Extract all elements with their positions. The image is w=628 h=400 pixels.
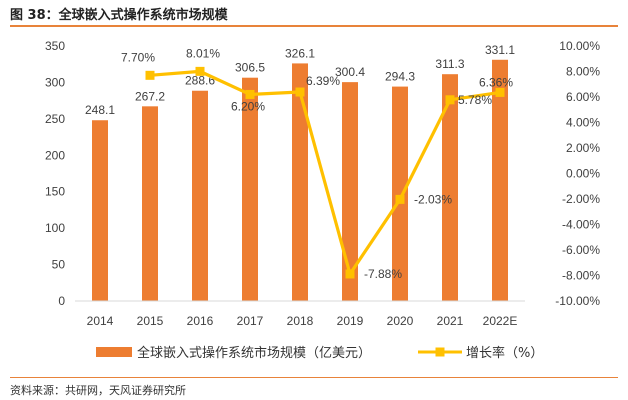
bar-value-label: 288.6: [185, 74, 215, 88]
right-axis-tick-label: 6.00%: [566, 90, 600, 104]
bar-value-label: 306.5: [235, 61, 265, 75]
x-axis-tick-label: 2019: [337, 314, 364, 328]
growth-marker: [145, 70, 155, 80]
left-axis-tick-label: 100: [45, 221, 65, 235]
left-axis-tick-label: 0: [58, 294, 65, 308]
right-axis-tick-label: 8.00%: [566, 65, 600, 79]
x-axis-tick-label: 2016: [187, 314, 214, 328]
legend-line-label: 增长率（%）: [466, 345, 543, 361]
growth-marker: [395, 194, 405, 204]
x-axis: 2014 2015 2016 2017 2018 2019 2020 2021 2022E: [87, 314, 518, 328]
bar: [492, 59, 508, 301]
x-axis-tick-label: 2021: [437, 314, 464, 328]
right-axis-tick-label: -4.00%: [562, 218, 600, 232]
growth-marker: [345, 269, 355, 279]
bar-value-label: 311.3: [435, 57, 464, 71]
bar: [142, 106, 158, 301]
bar-value-label: 300.4: [335, 65, 365, 79]
bar: [92, 120, 108, 302]
right-axis-tick-label: 2.00%: [566, 141, 600, 155]
growth-value-label: 6.20%: [231, 99, 265, 113]
growth-value-label: -7.88%: [364, 267, 402, 281]
bar: [242, 77, 258, 301]
bar-value-label: 326.1: [285, 46, 315, 60]
bar-value-label: 267.2: [135, 89, 165, 103]
figure-title: 图 38：全球嵌入式操作系统市场规模: [10, 8, 228, 23]
right-axis: -10.00% -8.00% -6.00% -4.00% -2.00% 0.00% 2.00…: [555, 39, 600, 308]
title-rule: [10, 25, 618, 27]
bar-value-label: 294.3: [385, 70, 415, 84]
legend-bar-label: 全球嵌入式操作系统市场规模（亿美元）: [137, 345, 371, 361]
left-axis: 0 50 100 150 200 250 300 350: [45, 39, 65, 308]
growth-value-label: 5.78%: [458, 93, 492, 107]
right-axis-tick-label: 10.00%: [559, 39, 600, 53]
x-axis-tick-label: 2014: [87, 314, 114, 328]
bar: [342, 82, 358, 301]
growth-marker: [195, 66, 205, 76]
x-axis-tick-label: 2020: [387, 314, 414, 328]
growth-marker: [295, 87, 305, 97]
legend-line-marker: [435, 347, 445, 357]
right-axis-tick-label: -6.00%: [562, 243, 600, 257]
x-axis-tick-label: 2015: [137, 314, 164, 328]
bar: [192, 90, 208, 301]
right-axis-tick-label: -8.00%: [562, 269, 600, 283]
growth-value-label: 6.39%: [306, 74, 340, 88]
chart-legend: 全球嵌入式操作系统市场规模（亿美元） 增长率（%）: [96, 345, 543, 361]
growth-marker: [445, 95, 455, 105]
left-axis-tick-label: 50: [52, 258, 66, 272]
left-axis-tick-label: 300: [45, 75, 65, 89]
right-axis-tick-label: -10.00%: [555, 294, 600, 308]
bar: [292, 63, 308, 301]
growth-value-label: 6.36%: [479, 75, 513, 89]
left-axis-tick-label: 250: [45, 112, 65, 126]
growth-marker: [495, 87, 505, 97]
growth-value-label: -2.03%: [414, 192, 452, 206]
right-axis-tick-label: 4.00%: [566, 116, 600, 130]
bar: [392, 86, 408, 302]
x-axis-tick-label: 2018: [287, 314, 314, 328]
growth-value-label: 7.70%: [121, 50, 155, 64]
growth-value-label: 8.01%: [186, 46, 220, 60]
growth-marker: [245, 89, 255, 99]
left-axis-tick-label: 350: [45, 39, 65, 53]
bar-data-labels: 248.1 267.2 288.6 306.5 326.1 300.4 294.3 311.3…: [85, 43, 515, 117]
right-axis-tick-label: 0.00%: [566, 167, 600, 181]
x-axis-tick-label: 2022E: [483, 314, 518, 328]
footer-rule: [10, 377, 618, 378]
bar-value-label: 331.1: [485, 43, 515, 57]
source-note: 资料来源：共研网，天风证券研究所: [10, 384, 186, 397]
line-data-labels: 7.70% 8.01% 6.20% 6.39% -7.88% -2.03% 5.78% 6.3…: [121, 46, 513, 281]
right-axis-tick-label: -2.00%: [562, 192, 600, 206]
bar-series: [92, 59, 508, 302]
left-axis-tick-label: 150: [45, 185, 65, 199]
growth-line: [149, 69, 501, 276]
growth-line-series: [145, 66, 505, 279]
x-axis-tick-label: 2017: [237, 314, 264, 328]
left-axis-tick-label: 200: [45, 148, 65, 162]
legend-bar-swatch: [96, 347, 132, 357]
bar-value-label: 248.1: [85, 103, 115, 117]
bar: [442, 74, 458, 302]
combo-chart: 0 50 100 150 200 250 300 350 -10.00% -8.00% -6.00…: [45, 39, 600, 361]
